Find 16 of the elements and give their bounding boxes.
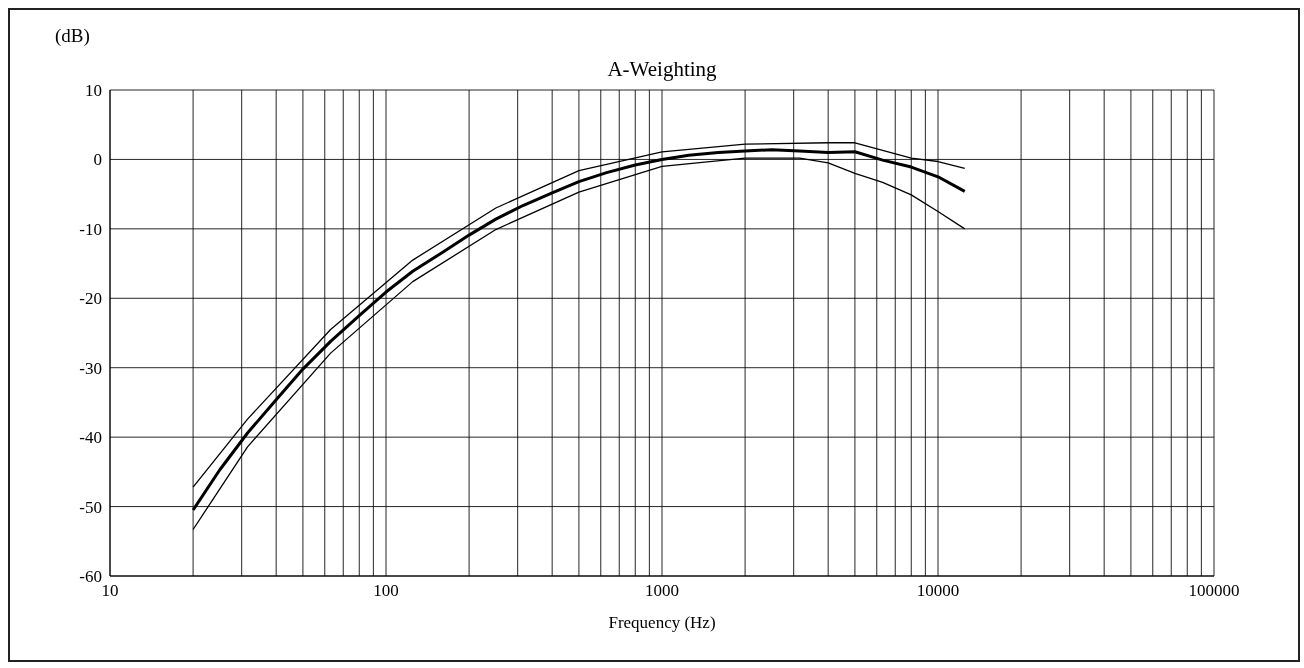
y-tick-label: 0	[93, 150, 102, 170]
x-tick-label: 10000	[916, 581, 960, 601]
y-tick-label: -30	[79, 358, 102, 378]
x-tick-label: 1000	[645, 581, 679, 601]
y-tick-label: 10	[85, 81, 102, 101]
chart-title: A-Weighting	[607, 57, 718, 81]
y-tick-label: -20	[79, 289, 102, 309]
x-tick-label: 10	[101, 581, 119, 601]
y-tick-label: -60	[79, 567, 102, 587]
x-tick-label: 100	[373, 581, 399, 601]
x-tick-label: 100000	[1188, 581, 1240, 601]
y-tick-label: -10	[79, 219, 102, 239]
x-axis-title: Frequency (Hz)	[608, 613, 716, 632]
y-tick-label: -40	[79, 428, 102, 448]
y-tick-label: -50	[79, 497, 102, 517]
y-axis-title: (dB)	[55, 25, 90, 47]
